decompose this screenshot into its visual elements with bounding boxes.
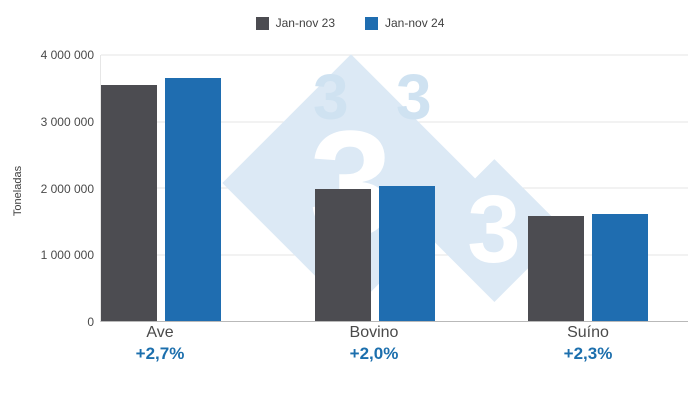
legend-label: Jan-nov 23 bbox=[275, 16, 335, 30]
delta-label: +2,7% bbox=[135, 344, 185, 363]
delta-label: +2,0% bbox=[349, 344, 399, 363]
bar-bovino-jan-nov-24 bbox=[378, 186, 435, 321]
y-tick-label: 2 000 000 bbox=[40, 181, 94, 196]
y-axis-ticks: 0 1 000 000 2 000 000 3 000 000 4 000 000 bbox=[0, 48, 94, 329]
watermark-digit-faint: 3 bbox=[396, 61, 432, 133]
watermark-digit: 3 bbox=[467, 176, 521, 283]
bar-bovino-jan-nov-23 bbox=[314, 188, 371, 321]
x-label-cell: Ave +2,7% bbox=[100, 324, 220, 364]
x-label-cell: Bovino +2,0% bbox=[314, 324, 434, 364]
legend-label: Jan-nov 24 bbox=[385, 16, 445, 30]
bar-group-bovino bbox=[314, 55, 435, 321]
y-tick-label: 0 bbox=[87, 315, 94, 329]
legend-swatch bbox=[255, 16, 269, 30]
watermark-diamond: 3 bbox=[422, 158, 566, 302]
category-label: Ave bbox=[146, 324, 174, 341]
bar-suíno-jan-nov-24 bbox=[592, 213, 648, 321]
category-label: Suíno bbox=[567, 324, 609, 341]
bar-group-ave bbox=[101, 55, 221, 321]
y-tick-label: 1 000 000 bbox=[40, 248, 94, 263]
plot-area: 3 3 3 3 bbox=[100, 54, 688, 322]
legend: Jan-nov 23 Jan-nov 24 bbox=[0, 16, 700, 30]
bar-group-suíno bbox=[528, 55, 648, 321]
bar-groups bbox=[101, 55, 688, 321]
x-label-cell: Suíno +2,3% bbox=[528, 324, 648, 364]
gridline bbox=[101, 54, 688, 56]
bar-ave-jan-nov-24 bbox=[165, 78, 221, 321]
watermark-digit-faint: 3 bbox=[313, 61, 349, 133]
y-tick-label: 4 000 000 bbox=[40, 48, 94, 62]
legend-item: Jan-nov 24 bbox=[365, 16, 444, 30]
bar-ave-jan-nov-23 bbox=[101, 84, 157, 321]
legend-swatch bbox=[365, 16, 378, 30]
category-label: Bovino bbox=[349, 324, 399, 341]
bar-suíno-jan-nov-23 bbox=[528, 216, 584, 321]
y-tick-label: 3 000 000 bbox=[40, 114, 94, 129]
legend-item: Jan-nov 23 bbox=[255, 16, 335, 30]
x-axis-labels: Ave +2,7% Bovino +2,0% Suíno +2,3% bbox=[100, 324, 688, 364]
delta-label: +2,3% bbox=[563, 344, 613, 363]
